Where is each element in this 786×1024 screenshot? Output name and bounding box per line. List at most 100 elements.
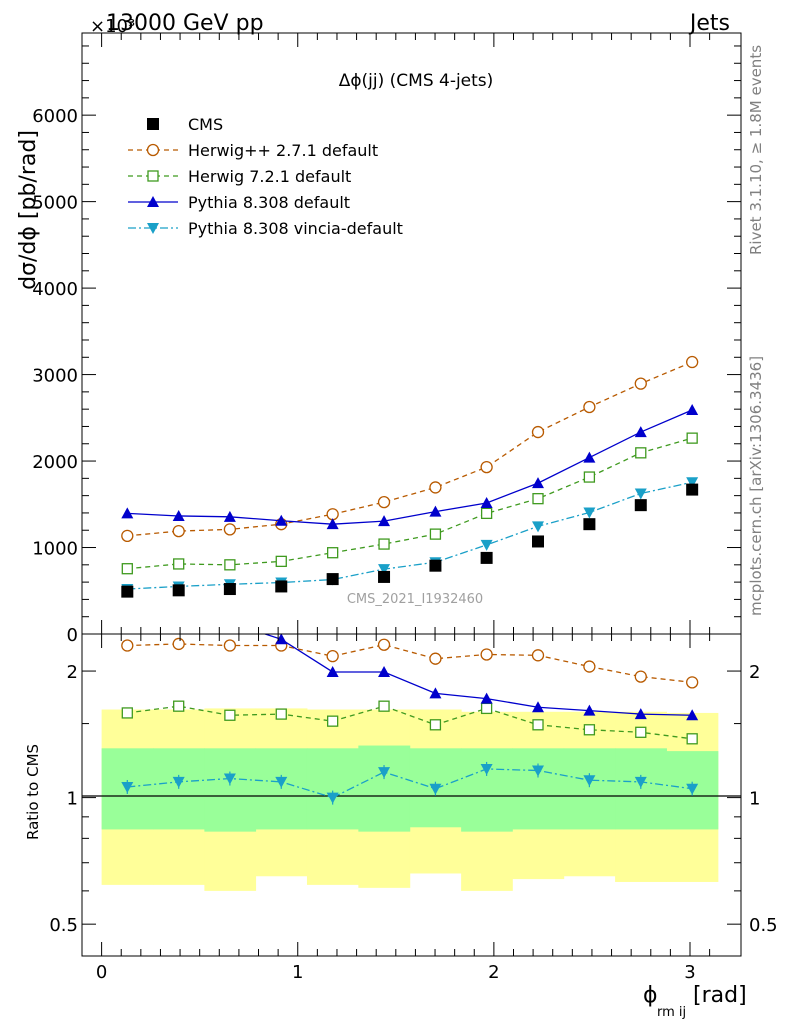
ratio-y-axis-label: Ratio to CMS [24, 744, 42, 840]
data-point [429, 559, 442, 572]
analysis-label: CMS_2021_I1932460 [347, 592, 483, 607]
ratio-point [532, 701, 545, 713]
ratio-point [686, 733, 698, 745]
ratio-point [172, 776, 185, 788]
exponent-label: ×10³ [90, 16, 135, 37]
ratio-line [263, 634, 693, 716]
ratio-point [686, 783, 699, 795]
ratio-y-tick-label-right: 1 [749, 789, 760, 810]
data-point [686, 483, 699, 496]
plot-title: Δϕ(jj) (CMS 4-jets) [339, 71, 494, 91]
ratio-point [532, 765, 545, 777]
legend-marker [146, 143, 160, 157]
ratio-point [429, 687, 442, 699]
ratio-point [686, 676, 699, 689]
ratio-point [531, 649, 545, 662]
ratio-point [275, 634, 288, 645]
ratio-point [326, 650, 339, 663]
data-point [583, 400, 596, 414]
data-point [480, 551, 493, 564]
main-panel-y-ticks: 0 1000 2000 3000 4000 5000 6000 [32, 33, 741, 646]
data-point [686, 477, 699, 489]
data-point [326, 508, 339, 521]
ratio-point [121, 639, 134, 652]
data-point [429, 505, 442, 517]
ratio-point [121, 781, 134, 793]
band-inner [255, 748, 308, 830]
ratio-panel-frame [81, 633, 742, 957]
data-point [378, 538, 390, 550]
rivet-label: Rivet 3.1.10, ≥ 1.8M events [747, 45, 765, 255]
x-axis-label-sub: rm ij [657, 1005, 686, 1020]
data-point [634, 426, 647, 438]
data-point [531, 425, 545, 439]
legend-marker [147, 196, 159, 207]
x-axis-label-unit: [rad] [693, 983, 747, 1008]
ratio-point [583, 775, 596, 787]
legend-label: Herwig++ 2.7.1 default [188, 141, 378, 160]
ratio-point [429, 719, 442, 731]
legend-marker [147, 118, 159, 130]
data-point [634, 488, 647, 500]
data-point [686, 404, 699, 416]
series-line [127, 437, 693, 570]
ratio-point [634, 670, 647, 683]
series-line [127, 409, 693, 525]
y-tick-label: 2000 [32, 452, 78, 473]
data-point [480, 539, 493, 551]
data-point [121, 529, 134, 543]
data-point [378, 515, 391, 527]
data-point [634, 499, 647, 512]
data-point [480, 496, 493, 508]
x-tick-label: 3 [684, 962, 695, 983]
main-panel: 0 1000 2000 3000 4000 5000 6000 CMS_2021_I1932… [32, 32, 742, 646]
data-point [635, 447, 647, 459]
x-tick-label: 1 [292, 962, 303, 983]
ratio-point [172, 637, 185, 651]
data-point [583, 451, 596, 463]
ratio-panel: 0.5 0.5 1 1 2 2 0 1 2 3 [49, 633, 778, 983]
y-tick-label: 6000 [32, 106, 78, 127]
ratio-panel-ticks: 0.5 0.5 1 1 2 2 0 1 2 3 [49, 634, 778, 983]
data-point [532, 477, 545, 489]
y-tick-label: 0 [67, 625, 78, 646]
data-point [327, 547, 339, 559]
ratio-point [480, 692, 493, 704]
x-tick-label: 2 [488, 962, 499, 983]
data-point [583, 471, 596, 483]
ratio-point [121, 707, 133, 719]
data-point [223, 510, 236, 522]
ratio-point [634, 708, 647, 720]
data-point [377, 495, 391, 509]
data-point [429, 481, 442, 494]
data-point [172, 524, 185, 538]
ratio-point [634, 776, 647, 788]
x-tick-label: 0 [96, 962, 107, 983]
legend-marker [147, 170, 159, 182]
data-point [326, 573, 339, 586]
data-point [480, 460, 493, 474]
ratio-line [127, 768, 693, 799]
ratio-line [127, 643, 693, 683]
data-point [532, 535, 545, 548]
ratio-point [378, 700, 390, 712]
ratio-y-tick-label: 0.5 [49, 915, 78, 936]
category-label: Jets [688, 11, 730, 36]
ratio-point [583, 704, 596, 716]
data-point [583, 507, 596, 519]
main-y-axis-label: dσ/dϕ [pb/rad] [16, 130, 41, 290]
data-point [583, 518, 596, 531]
data-point [121, 507, 134, 519]
ratio-point [686, 709, 699, 721]
data-point [634, 377, 647, 390]
ratio-y-tick-label: 2 [67, 662, 78, 683]
y-tick-label: 5000 [32, 193, 78, 214]
series-line [127, 481, 693, 590]
data-point [686, 432, 698, 444]
data-point [532, 493, 544, 505]
uncertainty-bands [101, 708, 719, 891]
ratio-point [429, 783, 442, 795]
data-point [532, 521, 545, 533]
ratio-point [223, 773, 236, 785]
